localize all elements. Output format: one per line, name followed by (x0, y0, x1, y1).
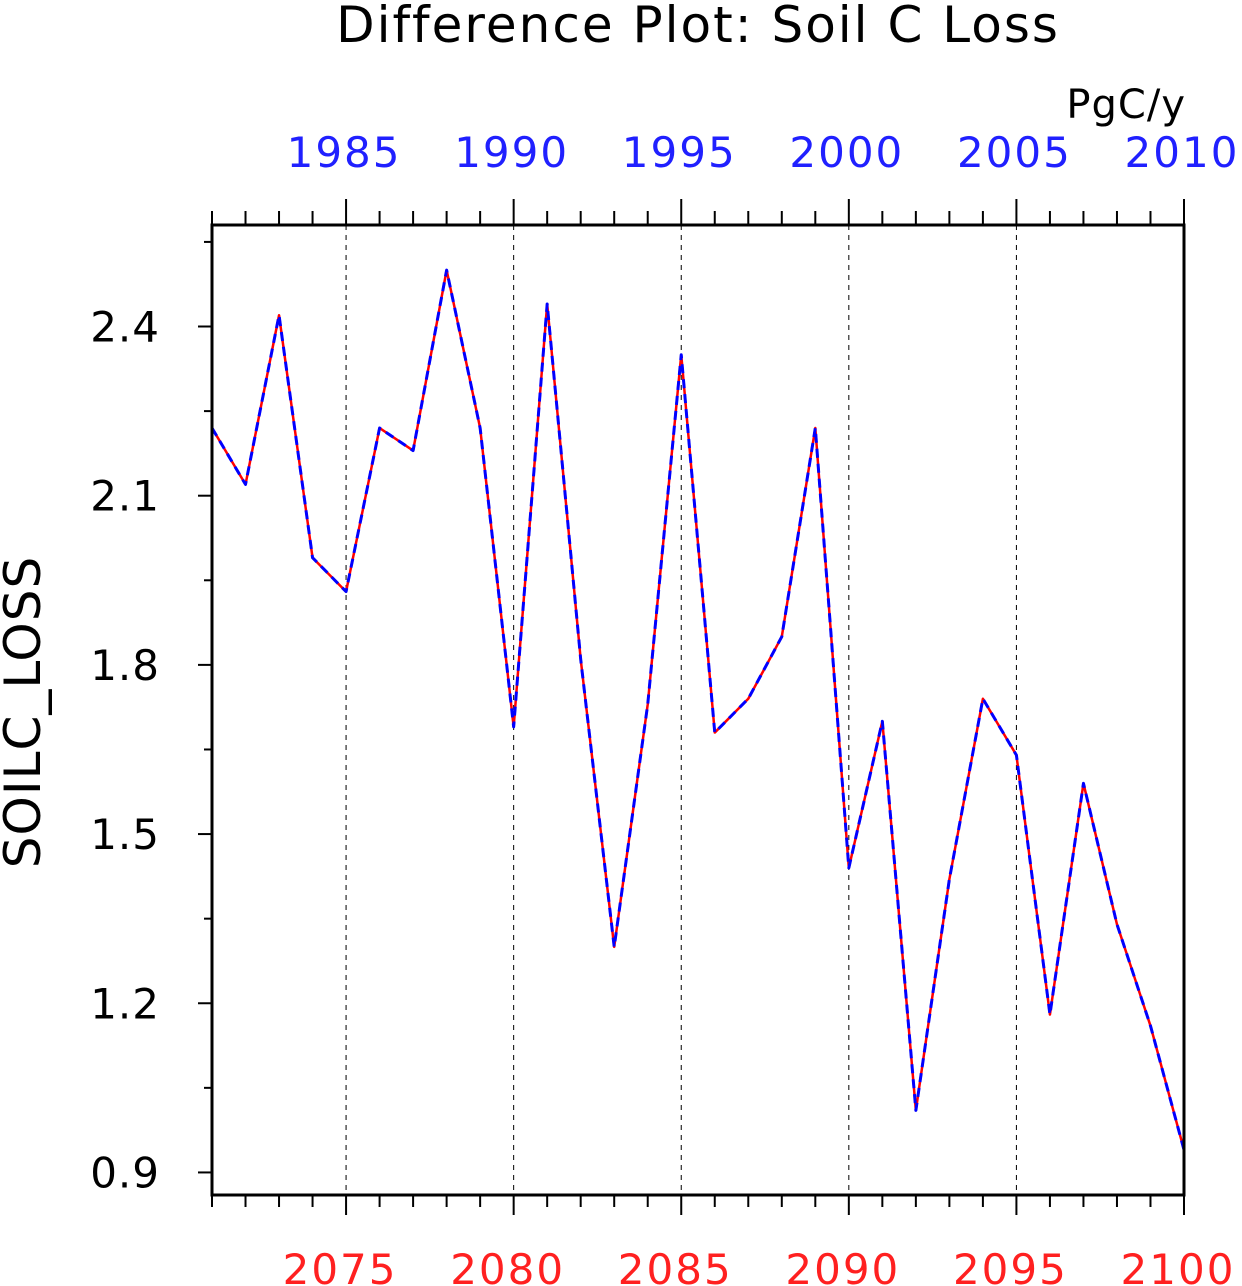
y-tick-label-2.1: 2.1 (90, 472, 160, 521)
bottom-tick-label-2095: 2095 (953, 1245, 1068, 1286)
axis-ticks (198, 199, 1185, 1215)
bottom-tick-label-2090: 2090 (785, 1245, 900, 1286)
top-tick-label-2010: 2010 (1125, 128, 1240, 177)
tick-labels: 2075 2080 2085 2090 2095 2100 1985 1990 1995 2000… (90, 128, 1240, 1286)
series-group (210, 268, 1186, 1151)
y-tick-label-1.5: 1.5 (90, 810, 160, 859)
plot-frame (210, 223, 1186, 1197)
chart-title: Difference Plot: Soil C Loss (336, 0, 1060, 54)
y-tick-label-2.4: 2.4 (90, 303, 160, 352)
bottom-tick-label-2100: 2100 (1121, 1245, 1236, 1286)
y-axis-label: SOILC_LOSS (0, 556, 52, 869)
y-tick-label-1.2: 1.2 (90, 979, 160, 1028)
y-tick-label-0.9: 0.9 (90, 1148, 160, 1197)
top-tick-label-1985: 1985 (287, 128, 402, 177)
top-tick-label-1995: 1995 (622, 128, 737, 177)
units-label: PgC/y (1066, 82, 1186, 128)
top-tick-label-2005: 2005 (957, 128, 1072, 177)
series-line-1 (210, 268, 1186, 1151)
y-tick-label-1.8: 1.8 (90, 641, 160, 690)
bottom-tick-label-2080: 2080 (450, 1245, 565, 1286)
bottom-tick-label-2075: 2075 (283, 1245, 398, 1286)
bottom-tick-label-2085: 2085 (618, 1245, 733, 1286)
top-tick-label-2000: 2000 (789, 128, 904, 177)
top-tick-label-1990: 1990 (454, 128, 569, 177)
